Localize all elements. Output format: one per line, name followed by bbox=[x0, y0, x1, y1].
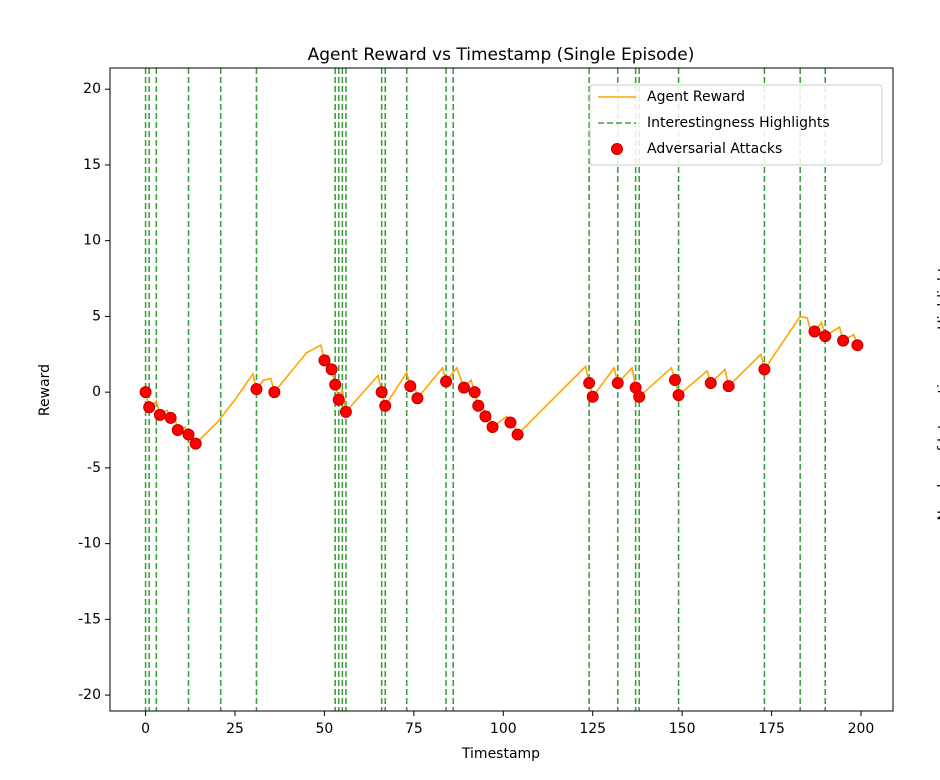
x-tick-label: 75 bbox=[405, 721, 423, 737]
attack-point bbox=[758, 363, 771, 376]
y-tick-label: -20 bbox=[78, 687, 101, 703]
attack-point bbox=[851, 339, 864, 352]
attack-point bbox=[472, 399, 485, 412]
attack-point bbox=[457, 381, 470, 394]
attack-point bbox=[268, 386, 281, 399]
attack-point bbox=[164, 411, 177, 424]
y-tick-label: -10 bbox=[78, 536, 101, 552]
attack-point bbox=[486, 420, 499, 433]
attack-point bbox=[583, 377, 596, 390]
legend-swatch bbox=[611, 143, 623, 155]
x-tick-label: 175 bbox=[758, 721, 785, 737]
attack-point bbox=[153, 408, 166, 421]
chart-title: Agent Reward vs Timestamp (Single Episod… bbox=[308, 45, 695, 65]
attack-point bbox=[325, 363, 338, 376]
reward-line bbox=[144, 315, 859, 446]
attack-point bbox=[586, 390, 599, 403]
attack-point bbox=[143, 401, 156, 414]
plot-area bbox=[139, 68, 864, 711]
legend-box bbox=[589, 84, 883, 166]
attack-point bbox=[440, 375, 453, 388]
attack-point bbox=[611, 377, 624, 390]
y-tick-label: 15 bbox=[83, 157, 101, 173]
y-tick-label: 20 bbox=[83, 81, 101, 97]
attack-point bbox=[375, 386, 388, 399]
attack-point bbox=[722, 380, 735, 393]
attack-point bbox=[171, 424, 184, 437]
x-tick-label: 125 bbox=[579, 721, 606, 737]
y-tick-label: 10 bbox=[83, 233, 101, 249]
y-tick-label: 0 bbox=[92, 384, 101, 400]
attack-point bbox=[468, 386, 481, 399]
attack-point bbox=[837, 334, 850, 347]
x-tick-label: 50 bbox=[316, 721, 334, 737]
attack-point bbox=[139, 386, 152, 399]
attack-point bbox=[668, 374, 681, 387]
y-tick-label: -15 bbox=[78, 611, 101, 627]
y-tick-label: -5 bbox=[87, 460, 101, 476]
x-axis-label: Timestamp bbox=[461, 746, 540, 762]
attack-point bbox=[704, 377, 717, 390]
attack-point bbox=[819, 330, 832, 343]
attack-point bbox=[332, 393, 345, 406]
y2-axis-label: Number of Interestingness Highlights bbox=[936, 259, 940, 520]
attack-point bbox=[479, 410, 492, 423]
attack-point bbox=[250, 383, 263, 396]
legend-label: Adversarial Attacks bbox=[647, 141, 782, 157]
y-axis-label: Reward bbox=[37, 364, 53, 416]
attack-point bbox=[511, 428, 524, 441]
attack-point bbox=[182, 428, 195, 441]
y-tick-label: 5 bbox=[92, 308, 101, 324]
legend-label: Interestingness Highlights bbox=[647, 115, 830, 131]
attack-point bbox=[404, 380, 417, 393]
attack-point bbox=[672, 389, 685, 402]
axes-frame bbox=[109, 67, 894, 712]
x-tick-label: 200 bbox=[848, 721, 875, 737]
attack-point bbox=[504, 416, 517, 429]
attack-point bbox=[189, 437, 202, 450]
x-tick-label: 0 bbox=[141, 721, 150, 737]
attack-point bbox=[339, 405, 352, 418]
attack-point bbox=[329, 378, 342, 391]
x-tick-label: 150 bbox=[669, 721, 696, 737]
x-tick-label: 100 bbox=[490, 721, 517, 737]
attack-point bbox=[808, 325, 821, 338]
attack-point bbox=[379, 399, 392, 412]
attack-point bbox=[633, 390, 646, 403]
attack-point bbox=[318, 354, 331, 367]
attack-point bbox=[411, 392, 424, 405]
legend-label: Agent Reward bbox=[647, 89, 745, 105]
x-tick-label: 25 bbox=[226, 721, 244, 737]
